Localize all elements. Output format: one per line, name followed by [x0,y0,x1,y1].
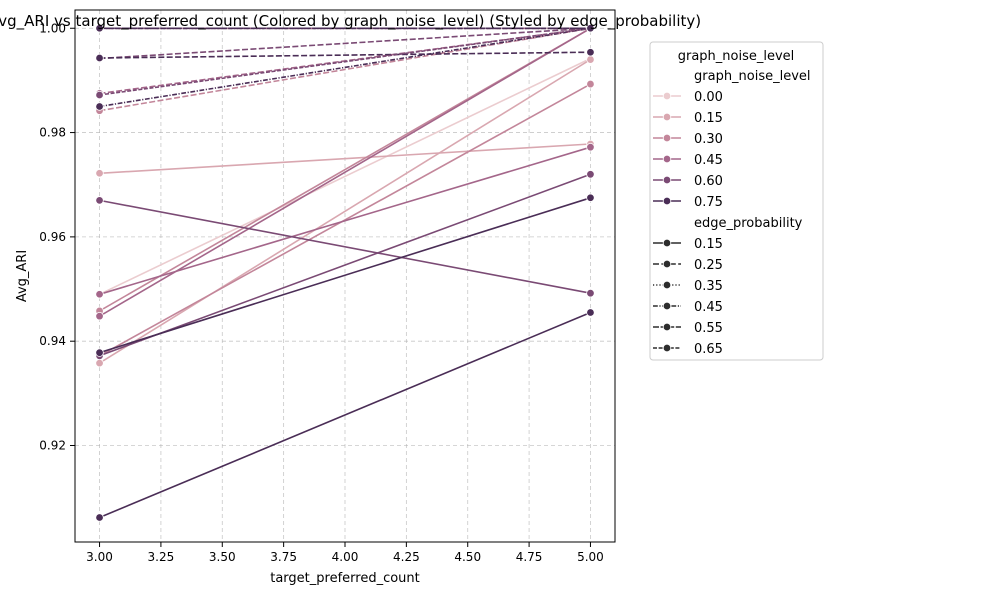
chart-title: Avg_ARI vs target_preferred_count (Color… [0,12,701,31]
legend-style-marker [662,343,672,353]
data-point [586,24,595,33]
y-tick-label: 1.00 [39,21,66,35]
series-line [99,51,591,59]
x-tick-label: 3.75 [270,550,297,564]
y-tick-label: 0.94 [39,334,66,348]
data-point [95,169,104,178]
series-line [99,58,591,364]
data-point [95,348,104,357]
data-point [586,79,595,89]
x-tick-label: 4.00 [332,550,359,564]
data-point [95,290,104,299]
x-tick-label: 5.00 [577,550,604,564]
x-axis-label: target_preferred_count [270,571,420,586]
legend-hue-items: 0.00 0.15 0.30 0.45 0.60 0.75 [653,90,723,210]
legend-hue-label: 0.15 [694,111,723,126]
x-tick-label: 3.00 [86,550,113,564]
series-line [99,199,591,294]
series-line [99,197,591,354]
data-point [95,358,104,368]
legend-hue-marker [662,154,672,164]
data-point [95,102,104,111]
legend: graph_noise_level graph_noise_level 0.00… [649,41,824,361]
legend-style-heading: edge_probability [694,216,803,231]
x-tick-label: 3.25 [148,550,175,564]
y-tick-label: 0.96 [39,230,66,244]
data-point [95,196,104,205]
legend-style-marker [662,322,672,332]
data-point [95,24,104,33]
legend-hue-marker [662,133,672,143]
series-line [99,27,591,317]
x-tick-label: 3.50 [209,550,236,564]
legend-style-items: 0.15 0.25 0.35 0.45 0.55 0.65 [653,237,723,357]
series-layer [95,24,595,522]
legend-style-label: 0.25 [694,258,723,273]
legend-hue-label: 0.60 [694,174,723,189]
legend-hue-marker [662,175,672,185]
series-line [99,311,591,519]
x-tick-label: 4.75 [516,550,543,564]
legend-style-label: 0.55 [694,321,723,336]
legend-style-marker [662,280,672,290]
data-point [95,90,104,100]
legend-hue-marker [662,196,672,206]
legend-hue-heading: graph_noise_level [694,69,811,84]
series-line [99,143,591,175]
legend-style-label: 0.45 [694,300,723,315]
y-tick-label: 0.98 [39,126,66,140]
data-point [586,193,595,202]
series-line [99,146,591,296]
legend-hue-label: 0.75 [694,195,723,210]
legend-hue-marker [662,91,672,101]
legend-style-marker [662,301,672,311]
data-point [586,142,595,152]
legend-hue-label: 0.45 [694,153,723,168]
axis-layer: 3.00 3.25 3.50 3.75 4.00 4.25 4.50 4.75 5.00 0.92… [39,21,604,564]
series-line [99,57,591,296]
legend-style-label: 0.65 [694,342,723,357]
series-line [99,27,591,108]
legend-frame [649,41,824,361]
data-point [586,170,595,179]
series-line [99,27,591,60]
legend-title: graph_noise_level [678,49,795,64]
series-line [99,173,591,357]
legend-style-marker [662,238,672,248]
y-axis-label: Avg_ARI [15,250,30,302]
data-point [95,513,104,522]
legend-hue-label: 0.00 [694,90,723,105]
legend-style-label: 0.35 [694,279,723,294]
data-point [586,289,595,298]
x-tick-label: 4.25 [393,550,420,564]
legend-hue-label: 0.30 [694,132,723,147]
legend-hue-marker [662,112,672,122]
x-tick-label: 4.50 [454,550,481,564]
grid-layer [75,10,615,542]
data-point [586,308,595,317]
data-point [586,55,595,64]
data-point [586,48,595,57]
legend-style-marker [662,259,672,269]
legend-style-label: 0.15 [694,237,723,252]
y-tick-label: 0.92 [39,439,66,453]
series-line [99,27,591,96]
data-point [95,53,104,63]
data-point [95,311,104,321]
